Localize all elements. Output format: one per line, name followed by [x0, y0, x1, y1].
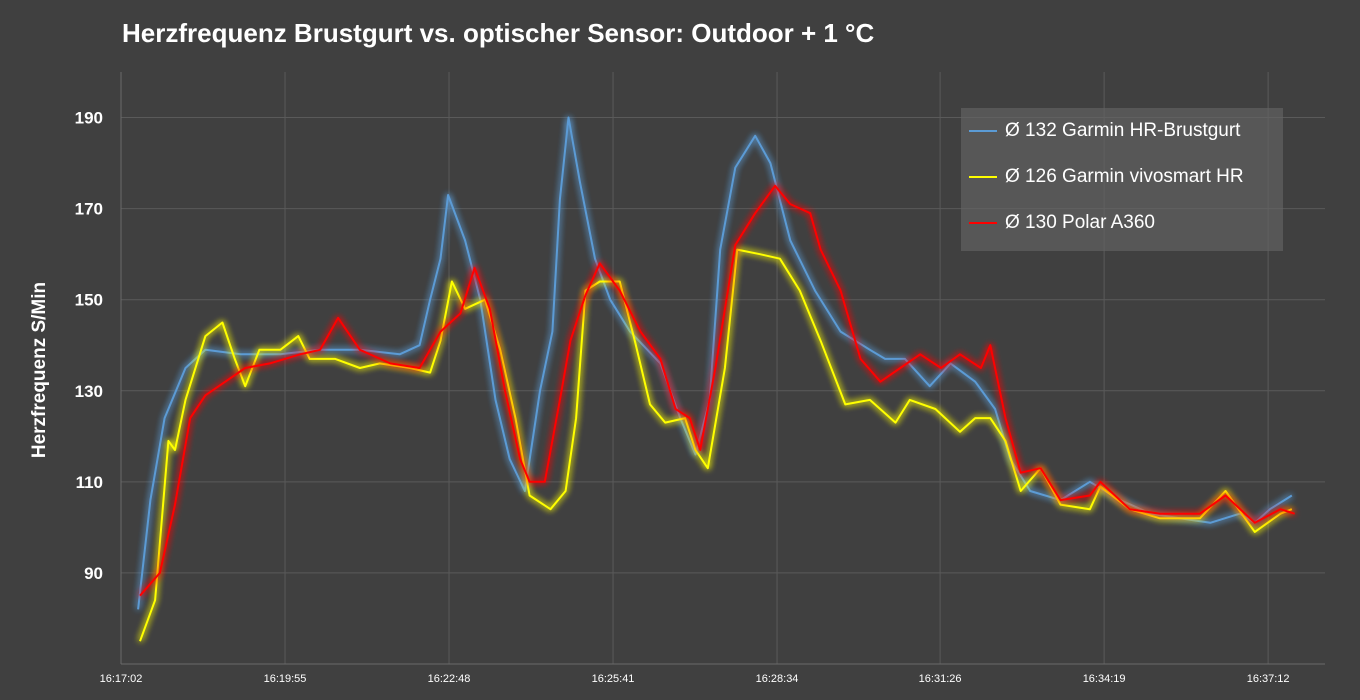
legend-item: Ø 130 Polar A360 — [969, 212, 1155, 234]
legend-swatch — [969, 130, 997, 132]
x-tick-label: 16:31:26 — [919, 673, 962, 685]
series-line-1 — [139, 248, 1293, 642]
y-tick-label: 170 — [75, 200, 103, 219]
y-tick-label: 150 — [75, 291, 103, 310]
chart-title: Herzfrequenz Brustgurt vs. optischer Sen… — [122, 18, 875, 48]
legend-swatch — [969, 222, 997, 224]
legend-label: Ø 132 Garmin HR-Brustgurt — [1005, 120, 1241, 141]
series-line-2 — [139, 184, 1296, 597]
x-tick-label: 16:22:48 — [428, 673, 471, 685]
x-tick-label: 16:25:41 — [592, 673, 635, 685]
y-tick-label: 90 — [84, 564, 103, 583]
x-tick-label: 16:37:12 — [1247, 673, 1290, 685]
y-tick-label: 110 — [76, 473, 103, 492]
x-tick-label: 16:19:55 — [264, 673, 307, 685]
y-tick-label: 130 — [75, 382, 103, 401]
x-tick-label: 16:17:02 — [100, 673, 143, 685]
legend-item: Ø 126 Garmin vivosmart HR — [969, 166, 1244, 188]
y-tick-label: 190 — [75, 109, 103, 128]
series-line-0 — [137, 116, 1293, 610]
legend-swatch — [969, 176, 997, 178]
legend-label: Ø 130 Polar A360 — [1005, 212, 1155, 233]
legend-label: Ø 126 Garmin vivosmart HR — [1005, 166, 1244, 187]
legend-item: Ø 132 Garmin HR-Brustgurt — [969, 120, 1240, 142]
legend: Ø 132 Garmin HR-Brustgurt Ø 126 Garmin vi… — [961, 108, 1283, 251]
x-tick-label: 16:34:19 — [1083, 673, 1126, 685]
x-tick-label: 16:28:34 — [756, 673, 799, 685]
